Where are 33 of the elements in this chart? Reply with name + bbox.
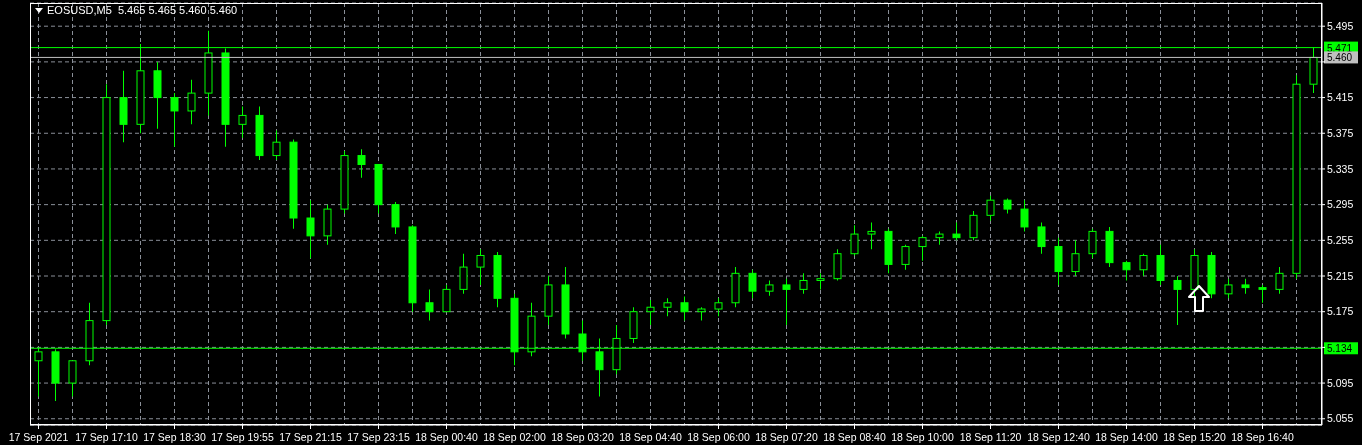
x-tick-label: 17 Sep 21:15	[279, 431, 342, 443]
x-tick-label: 18 Sep 04:40	[619, 431, 682, 443]
ref-line-label: 5.460	[1327, 52, 1353, 64]
y-tick-label: 5.055	[1327, 412, 1354, 425]
ref-line-label: 5.471	[1327, 42, 1353, 54]
x-tick-label: 18 Sep 00:40	[415, 431, 478, 443]
x-tick-label: 18 Sep 03:20	[551, 431, 614, 443]
x-tick-label: 18 Sep 07:20	[755, 431, 818, 443]
y-tick-label: 5.415	[1327, 91, 1354, 104]
y-tick-label: 5.495	[1327, 19, 1354, 32]
x-tick-label: 18 Sep 16:40	[1231, 431, 1294, 443]
x-tick-label: 17 Sep 2021	[8, 431, 69, 443]
x-tick-label: 18 Sep 08:40	[823, 431, 886, 443]
ref-line-label: 5.134	[1327, 343, 1353, 355]
x-tick-label: 18 Sep 12:40	[1027, 431, 1090, 443]
x-tick-label: 17 Sep 19:55	[211, 431, 274, 443]
x-tick-label: 18 Sep 02:00	[483, 431, 546, 443]
chart-title: EOSUSD,M5 5.465 5.465 5.460 5.460	[47, 4, 238, 16]
x-tick-label: 18 Sep 11:20	[959, 431, 1022, 443]
y-tick-label: 5.335	[1327, 162, 1354, 175]
x-tick-label: 18 Sep 10:00	[891, 431, 954, 443]
x-tick-label: 18 Sep 14:00	[1095, 431, 1158, 443]
x-tick-label: 17 Sep 17:10	[75, 431, 138, 443]
y-tick-label: 5.175	[1327, 305, 1354, 318]
y-tick-label: 5.095	[1327, 376, 1354, 389]
x-tick-label: 17 Sep 23:15	[347, 431, 410, 443]
x-tick-label: 17 Sep 18:30	[143, 431, 206, 443]
y-tick-label: 5.375	[1327, 126, 1354, 139]
y-tick-label: 5.215	[1327, 269, 1354, 282]
x-tick-label: 18 Sep 15:20	[1163, 431, 1226, 443]
x-tick-label: 18 Sep 06:00	[687, 431, 750, 443]
y-tick-label: 5.255	[1327, 234, 1354, 247]
y-tick-label: 5.295	[1327, 198, 1354, 211]
